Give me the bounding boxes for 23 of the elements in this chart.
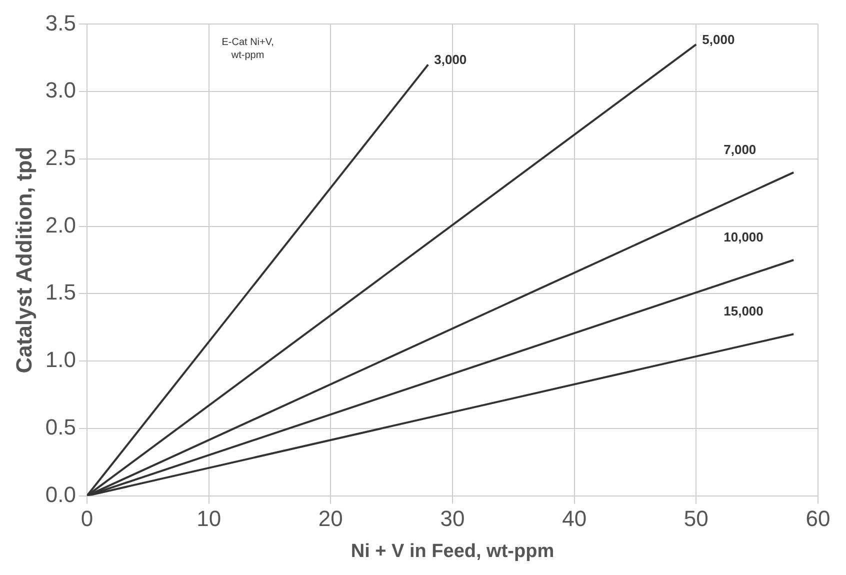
x-tick-label: 40 bbox=[562, 506, 587, 532]
text: 7,000 bbox=[724, 142, 756, 157]
y-tick-label: 1.0 bbox=[45, 347, 76, 372]
x-axis-title: Ni + V in Feed, wt-ppm bbox=[350, 540, 554, 562]
y-tick-label: 2.5 bbox=[45, 145, 76, 170]
x-tick-label: 30 bbox=[440, 506, 465, 532]
legend-title: E-Cat Ni+V, wt-ppm bbox=[222, 36, 274, 61]
y-tick-label: 3.5 bbox=[45, 10, 76, 36]
series-label: 5,000 bbox=[702, 32, 735, 47]
y-tick-label: 2.0 bbox=[45, 212, 76, 238]
y-tick-label: 0.5 bbox=[45, 414, 76, 440]
series-label: 10,000 bbox=[724, 230, 764, 245]
series-label: 3,000 bbox=[434, 52, 467, 68]
y-tick-label: 3.0 bbox=[45, 78, 76, 103]
x-tick-label: 60 bbox=[806, 506, 830, 532]
series-label: 15,000 bbox=[724, 304, 764, 319]
x-tick-label: 0 bbox=[80, 506, 94, 532]
x-tick-label: 50 bbox=[684, 506, 708, 532]
y-axis-title: Catalyst Addition, tpd bbox=[11, 146, 36, 374]
x-tick-label: 10 bbox=[196, 506, 222, 532]
y-tick-label: 0.0 bbox=[45, 482, 76, 507]
y-tick-label: 1.5 bbox=[45, 280, 76, 305]
x-tick-label: 20 bbox=[318, 506, 343, 532]
